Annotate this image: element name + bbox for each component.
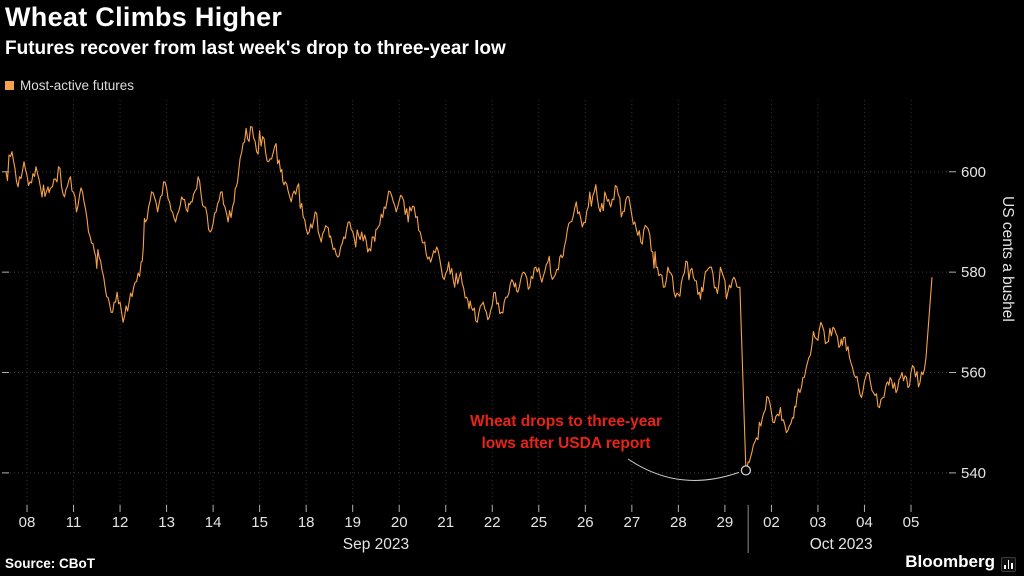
svg-text:02: 02 — [763, 514, 780, 531]
svg-text:18: 18 — [298, 514, 315, 531]
svg-text:560: 560 — [961, 365, 986, 382]
svg-text:25: 25 — [530, 514, 547, 531]
svg-text:13: 13 — [158, 514, 175, 531]
source-note: Source: CBoT — [5, 556, 96, 571]
annotation-line1: Wheat drops to three-year — [469, 413, 663, 430]
bloomberg-chart-icon — [1001, 557, 1016, 572]
svg-text:03: 03 — [810, 514, 827, 531]
legend-label: Most-active futures — [20, 78, 135, 93]
svg-text:21: 21 — [437, 514, 454, 531]
svg-text:11: 11 — [66, 514, 82, 531]
svg-text:14: 14 — [205, 514, 222, 531]
chart-subtitle: Futures recover from last week's drop to… — [5, 38, 506, 59]
chart-title: Wheat Climbs Higher — [5, 2, 283, 32]
svg-text:29: 29 — [717, 514, 734, 531]
chart-annotation: Wheat drops to three-year lows after USD… — [440, 411, 692, 454]
bloomberg-logo: Bloomberg — [905, 552, 1016, 572]
legend-swatch-icon — [5, 81, 14, 90]
svg-text:27: 27 — [623, 514, 640, 531]
svg-text:19: 19 — [344, 514, 361, 531]
svg-text:04: 04 — [856, 514, 873, 531]
svg-text:Oct 2023: Oct 2023 — [810, 536, 873, 553]
legend: Most-active futures — [5, 78, 134, 93]
svg-text:05: 05 — [903, 514, 920, 531]
svg-text:22: 22 — [484, 514, 501, 531]
y-axis-title: US cents a bushel — [999, 196, 1016, 322]
annotation-line2: lows after USDA report — [481, 434, 651, 452]
svg-text:15: 15 — [251, 514, 268, 531]
svg-text:Sep 2023: Sep 2023 — [343, 536, 409, 553]
svg-text:540: 540 — [961, 465, 986, 482]
svg-text:12: 12 — [112, 514, 129, 531]
svg-text:580: 580 — [961, 264, 986, 281]
svg-text:600: 600 — [961, 164, 986, 181]
svg-text:08: 08 — [19, 514, 36, 531]
svg-text:20: 20 — [391, 514, 408, 531]
svg-text:26: 26 — [577, 514, 594, 531]
svg-text:28: 28 — [670, 514, 687, 531]
bloomberg-wordmark: Bloomberg — [905, 552, 995, 571]
